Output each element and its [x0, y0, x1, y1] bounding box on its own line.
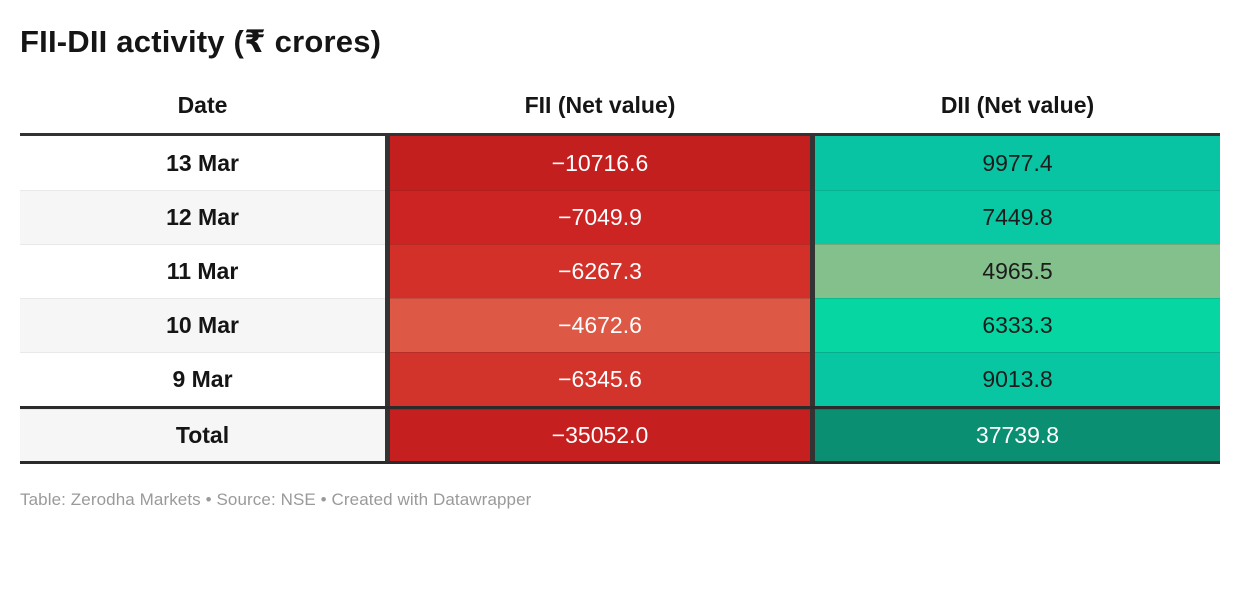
column-separator [810, 244, 815, 298]
fii-dii-table: Date FII (Net value) DII (Net value) 13 … [20, 78, 1220, 464]
column-separator [385, 136, 390, 190]
date-cell: 9 Mar [20, 352, 385, 406]
dii-value-cell: 6333.3 [815, 298, 1220, 352]
dii-total-cell: 37739.8 [815, 409, 1220, 461]
column-header-date: Date [20, 78, 385, 133]
column-separator [810, 136, 815, 190]
dii-value-cell: 4965.5 [815, 244, 1220, 298]
table-row: 12 Mar −7049.9 7449.8 [20, 190, 1220, 244]
fii-value-cell: −10716.6 [390, 136, 810, 190]
fii-value-cell: −7049.9 [390, 190, 810, 244]
fii-value-cell: −6345.6 [390, 352, 810, 406]
column-separator [810, 409, 815, 461]
table-row: 10 Mar −4672.6 6333.3 [20, 298, 1220, 352]
date-cell: 10 Mar [20, 298, 385, 352]
total-label-cell: Total [20, 409, 385, 461]
table-header-row: Date FII (Net value) DII (Net value) [20, 78, 1220, 136]
table-row: 13 Mar −10716.6 9977.4 [20, 136, 1220, 190]
column-separator [385, 244, 390, 298]
dii-value-cell: 9013.8 [815, 352, 1220, 406]
attribution-footer: Table: Zerodha Markets • Source: NSE • C… [20, 490, 532, 509]
date-cell: 11 Mar [20, 244, 385, 298]
datawrapper-chart: FII-DII activity (₹ crores) Date FII (Ne… [20, 24, 1220, 509]
dii-value-cell: 7449.8 [815, 190, 1220, 244]
chart-title: FII-DII activity (₹ crores) [20, 24, 382, 59]
table-total-row: Total −35052.0 37739.8 [20, 406, 1220, 464]
date-cell: 12 Mar [20, 190, 385, 244]
fii-value-cell: −4672.6 [390, 298, 810, 352]
table-row: 9 Mar −6345.6 9013.8 [20, 352, 1220, 406]
column-separator [385, 409, 390, 461]
column-separator [385, 190, 390, 244]
column-header-fii: FII (Net value) [524, 92, 676, 118]
date-cell: 13 Mar [20, 136, 385, 190]
column-separator [385, 352, 390, 406]
column-separator [810, 298, 815, 352]
column-separator [810, 352, 815, 406]
table-row: 11 Mar −6267.3 4965.5 [20, 244, 1220, 298]
fii-value-cell: −6267.3 [390, 244, 810, 298]
column-header-dii: DII (Net value) [940, 92, 1095, 118]
table-body: 13 Mar −10716.6 9977.4 12 Mar −7049.9 74… [20, 136, 1220, 464]
column-separator [385, 298, 390, 352]
dii-value-cell: 9977.4 [815, 136, 1220, 190]
fii-total-cell: −35052.0 [390, 409, 810, 461]
column-separator [810, 190, 815, 244]
